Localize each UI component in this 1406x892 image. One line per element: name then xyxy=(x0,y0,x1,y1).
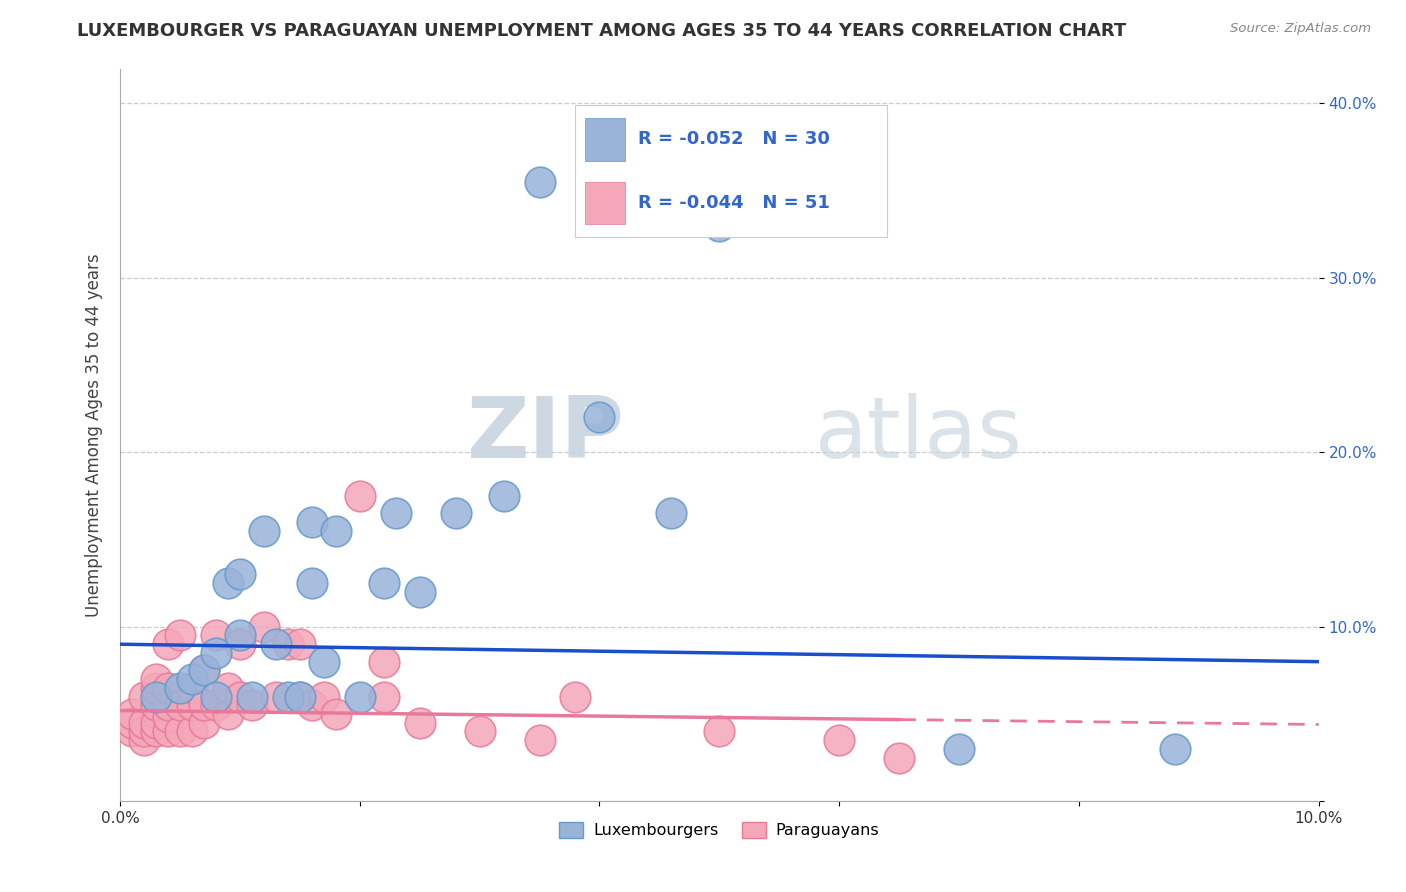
Point xyxy=(301,698,323,713)
Point xyxy=(145,681,167,695)
Point xyxy=(948,742,970,756)
Point xyxy=(529,733,551,747)
Point xyxy=(301,515,323,529)
Point xyxy=(349,690,371,704)
Point xyxy=(529,175,551,189)
Point xyxy=(145,672,167,686)
Point xyxy=(384,507,406,521)
Point xyxy=(444,507,467,521)
Point xyxy=(288,690,311,704)
Point xyxy=(121,724,143,739)
Point xyxy=(240,698,263,713)
Point xyxy=(889,750,911,764)
Point xyxy=(145,698,167,713)
Point xyxy=(588,410,610,425)
Text: Source: ZipAtlas.com: Source: ZipAtlas.com xyxy=(1230,22,1371,36)
Point xyxy=(169,681,191,695)
Point xyxy=(288,690,311,704)
Point xyxy=(828,733,851,747)
Point xyxy=(205,646,228,660)
Point xyxy=(264,690,287,704)
Text: LUXEMBOURGER VS PARAGUAYAN UNEMPLOYMENT AMONG AGES 35 TO 44 YEARS CORRELATION CH: LUXEMBOURGER VS PARAGUAYAN UNEMPLOYMENT … xyxy=(77,22,1126,40)
Point xyxy=(408,715,430,730)
Point xyxy=(564,690,586,704)
Point xyxy=(180,698,202,713)
Point xyxy=(277,637,299,651)
Point xyxy=(193,664,215,678)
Legend: Luxembourgers, Paraguayans: Luxembourgers, Paraguayans xyxy=(553,815,886,845)
Point xyxy=(349,489,371,503)
Point xyxy=(121,715,143,730)
Point xyxy=(132,715,155,730)
Point xyxy=(217,681,239,695)
Point xyxy=(325,524,347,538)
Point xyxy=(288,637,311,651)
Point xyxy=(408,585,430,599)
Point xyxy=(132,724,155,739)
Point xyxy=(132,733,155,747)
Y-axis label: Unemployment Among Ages 35 to 44 years: Unemployment Among Ages 35 to 44 years xyxy=(86,253,103,616)
Point xyxy=(373,690,395,704)
Point xyxy=(205,690,228,704)
Point xyxy=(492,489,515,503)
Point xyxy=(373,655,395,669)
Point xyxy=(145,715,167,730)
Point xyxy=(217,576,239,591)
Text: ZIP: ZIP xyxy=(465,393,623,476)
Point xyxy=(229,628,252,642)
Point xyxy=(277,690,299,704)
Point xyxy=(169,628,191,642)
Point xyxy=(156,724,179,739)
Point xyxy=(301,576,323,591)
Point xyxy=(145,690,167,704)
Point xyxy=(709,219,731,233)
Point xyxy=(240,690,263,704)
Point xyxy=(253,524,276,538)
Point xyxy=(156,698,179,713)
Point xyxy=(373,576,395,591)
Point xyxy=(325,706,347,721)
Point xyxy=(180,724,202,739)
Point xyxy=(229,690,252,704)
Point xyxy=(169,698,191,713)
Point xyxy=(193,664,215,678)
Point xyxy=(132,690,155,704)
Point xyxy=(156,681,179,695)
Point xyxy=(264,637,287,651)
Point xyxy=(205,698,228,713)
Point xyxy=(205,628,228,642)
Text: atlas: atlas xyxy=(815,393,1024,476)
Point xyxy=(156,710,179,724)
Point xyxy=(145,724,167,739)
Point xyxy=(661,507,683,521)
Point xyxy=(180,672,202,686)
Point xyxy=(169,724,191,739)
Point xyxy=(468,724,491,739)
Point xyxy=(1164,742,1187,756)
Point xyxy=(312,655,335,669)
Point xyxy=(253,620,276,634)
Point xyxy=(229,637,252,651)
Point xyxy=(709,724,731,739)
Point xyxy=(193,698,215,713)
Point xyxy=(217,706,239,721)
Point xyxy=(312,690,335,704)
Point xyxy=(121,706,143,721)
Point xyxy=(229,567,252,582)
Point xyxy=(193,715,215,730)
Point xyxy=(180,681,202,695)
Point xyxy=(156,637,179,651)
